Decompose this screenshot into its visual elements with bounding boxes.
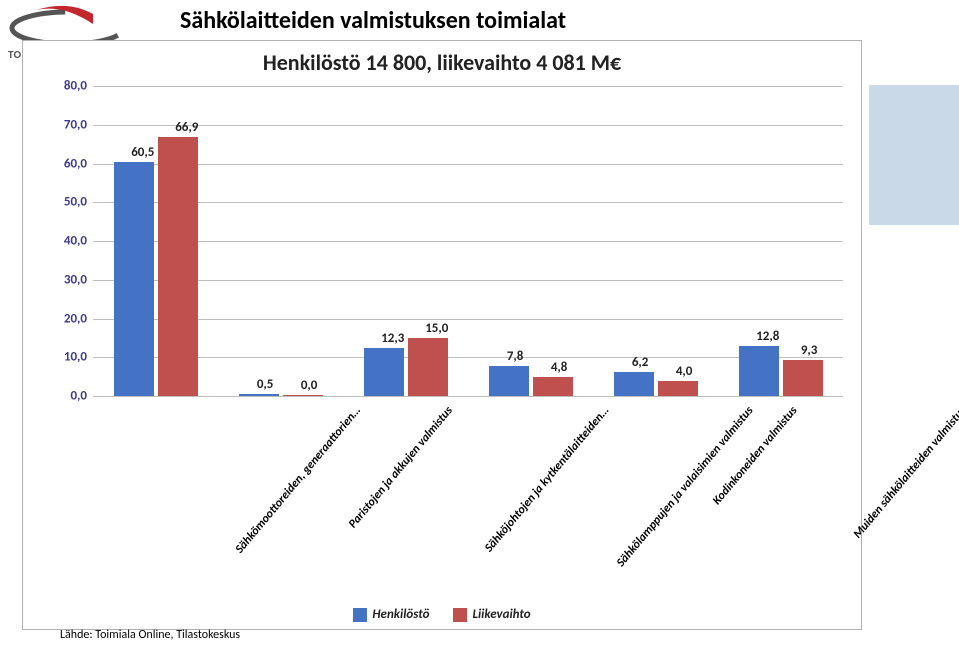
bar-henkilöstö: 0,5 <box>239 394 279 396</box>
page-title: Sähkölaitteiden valmistuksen toimialat <box>180 6 566 35</box>
gridline <box>93 280 843 281</box>
legend-swatch <box>453 608 467 622</box>
bar-henkilöstö: 12,3 <box>364 348 404 396</box>
source-attribution: Lähde: Toimiala Online, Tilastokeskus <box>60 628 240 642</box>
chart-title: Henkilöstö 14 800, liikevaihto 4 081 M€ <box>23 49 861 76</box>
y-axis-tick: 70,0 <box>64 117 87 132</box>
bar-value-label: 7,8 <box>507 349 524 364</box>
gridline <box>93 357 843 358</box>
chart-legend: Henkilöstö Liikevaihto <box>23 604 861 623</box>
legend-label: Liikevaihto <box>472 607 530 622</box>
bar-liikevaihto: 66,9 <box>158 137 198 396</box>
bar-value-label: 4,0 <box>676 364 693 379</box>
gridline <box>93 86 843 87</box>
bar-value-label: 60,5 <box>131 145 154 160</box>
chart-plot-area: 0,010,020,030,040,050,060,070,080,060,56… <box>93 86 843 396</box>
bar-value-label: 6,2 <box>632 355 649 370</box>
bar-value-label: 0,5 <box>257 377 274 392</box>
bar-liikevaihto: 4,0 <box>658 381 698 397</box>
gridline <box>93 202 843 203</box>
bar-henkilöstö: 6,2 <box>614 372 654 396</box>
gridline <box>93 396 843 397</box>
x-axis-category-label: Paristojen ja akkujen valmistus <box>346 404 456 531</box>
y-axis-tick: 80,0 <box>64 79 87 94</box>
bar-value-label: 15,0 <box>425 321 448 336</box>
bar-value-label: 12,3 <box>381 331 404 346</box>
bar-value-label: 0,0 <box>301 378 318 393</box>
bar-liikevaihto: 9,3 <box>783 360 823 396</box>
side-decoration <box>869 85 959 225</box>
gridline <box>93 164 843 165</box>
y-axis-tick: 20,0 <box>64 311 87 326</box>
y-axis-tick: 0,0 <box>70 389 87 404</box>
page-root: TOIMIALARAPORTIT Sähkölaitteiden valmist… <box>0 0 959 646</box>
bar-value-label: 66,9 <box>175 120 198 135</box>
y-axis-tick: 10,0 <box>64 350 87 365</box>
bar-henkilöstö: 60,5 <box>114 162 154 396</box>
y-axis-tick: 50,0 <box>64 195 87 210</box>
legend-swatch <box>353 608 367 622</box>
y-axis-tick: 40,0 <box>64 234 87 249</box>
bar-henkilöstö: 7,8 <box>489 366 529 396</box>
bar-value-label: 12,8 <box>756 329 779 344</box>
bar-liikevaihto: 0,0 <box>283 395 323 396</box>
legend-item: Henkilöstö <box>353 607 429 622</box>
x-axis-category-label: Sähkömoottoreiden, generaattorien… <box>232 404 363 556</box>
x-axis-category-label: Kodinkoneiden valmistus <box>710 404 800 508</box>
chart-container: Henkilöstö 14 800, liikevaihto 4 081 M€ … <box>22 40 862 630</box>
bar-liikevaihto: 15,0 <box>408 338 448 396</box>
bar-henkilöstö: 12,8 <box>739 346 779 396</box>
y-axis-tick: 60,0 <box>64 156 87 171</box>
bar-value-label: 9,3 <box>801 343 818 358</box>
legend-item: Liikevaihto <box>453 607 530 622</box>
gridline <box>93 241 843 242</box>
bar-liikevaihto: 4,8 <box>533 377 573 396</box>
x-axis-category-label: Sähköjohtojen ja kytkentälaitteiden… <box>482 404 612 555</box>
y-axis-tick: 30,0 <box>64 272 87 287</box>
gridline <box>93 125 843 126</box>
x-axis-category-label: Muiden sähkölaitteiden valmistus <box>850 404 959 541</box>
gridline <box>93 319 843 320</box>
legend-label: Henkilöstö <box>372 607 429 622</box>
bar-value-label: 4,8 <box>551 360 568 375</box>
